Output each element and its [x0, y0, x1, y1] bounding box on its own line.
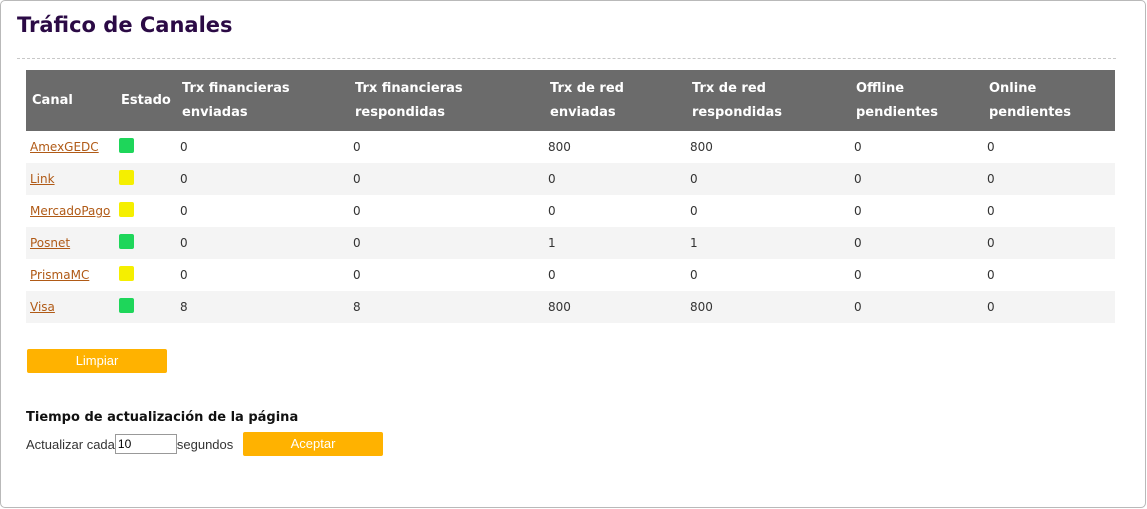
- value-cell: 0: [854, 204, 862, 218]
- status-cell: [115, 163, 176, 195]
- table-row: PrismaMC 0 0 0 0 0 0: [26, 259, 1115, 291]
- status-cell: [115, 291, 176, 323]
- column-header: Online pendientes: [983, 70, 1115, 131]
- value-cell: 0: [353, 268, 361, 282]
- value-cell: 0: [548, 204, 556, 218]
- value-cell: 0: [850, 291, 983, 323]
- value-cell: 0: [690, 204, 698, 218]
- table-row: MercadoPago 0 0 0 0 0 0: [26, 195, 1115, 227]
- column-header: Trx de red respondidas: [686, 70, 850, 131]
- value-cell: 0: [544, 163, 686, 195]
- channel-table: Canal Estado Trx financieras enviadas Trx f…: [26, 70, 1115, 323]
- value-cell: 0: [850, 227, 983, 259]
- channel-link[interactable]: Visa: [30, 300, 55, 314]
- table-row: Visa 8 8 800 800 0 0: [26, 291, 1115, 323]
- clear-button[interactable]: Limpiar: [27, 349, 167, 373]
- table-row: Posnet 0 0 1 1 0 0: [26, 227, 1115, 259]
- status-cell: [115, 259, 176, 291]
- value-cell: 0: [353, 140, 361, 154]
- column-header: Trx financieras enviadas: [176, 70, 349, 131]
- value-cell: 0: [176, 163, 349, 195]
- status-indicator: [119, 298, 134, 313]
- table-row: AmexGEDC 0 0 800 800 0 0: [26, 131, 1115, 163]
- status-indicator: [119, 202, 134, 217]
- status-cell: [115, 131, 176, 163]
- value-cell: 800: [548, 140, 571, 154]
- value-cell: 0: [548, 268, 556, 282]
- value-cell: 0: [983, 163, 1115, 195]
- value-cell: 0: [349, 163, 544, 195]
- channel-cell: Posnet: [26, 227, 115, 259]
- column-header-text: Trx de red enviadas: [550, 80, 624, 120]
- refresh-unit: segundos: [176, 436, 234, 452]
- value-cell: 0: [353, 204, 361, 218]
- channel-cell: AmexGEDC: [26, 131, 115, 163]
- status-cell: [115, 195, 176, 227]
- column-header-text: Trx financieras respondidas: [355, 80, 463, 120]
- status-indicator: [119, 170, 134, 185]
- value-cell: 8: [349, 291, 544, 323]
- page-title: Tráfico de Canales: [17, 13, 233, 37]
- accept-button[interactable]: Aceptar: [243, 432, 383, 456]
- status-cell: [115, 227, 176, 259]
- value-cell: 0: [850, 163, 983, 195]
- value-cell: 0: [686, 163, 850, 195]
- value-cell: 0: [690, 268, 698, 282]
- column-header-text: Online pendientes: [989, 80, 1071, 120]
- channel-cell: Link: [26, 163, 115, 195]
- channel-link[interactable]: Posnet: [30, 236, 71, 250]
- channel-link[interactable]: Link: [30, 172, 55, 186]
- value-cell: 0: [854, 268, 862, 282]
- column-header: Trx financieras respondidas: [349, 70, 544, 131]
- value-cell: 0: [349, 227, 544, 259]
- status-indicator: [119, 138, 134, 153]
- column-header-text: Canal: [32, 92, 73, 108]
- value-cell: 0: [180, 268, 188, 282]
- channel-link[interactable]: AmexGEDC: [30, 140, 99, 154]
- refresh-title: Tiempo de actualización de la página: [26, 410, 299, 425]
- column-header: Offline pendientes: [850, 70, 983, 131]
- value-cell: 0: [176, 227, 349, 259]
- separator: [17, 58, 1116, 59]
- channel-cell: Visa: [26, 291, 115, 323]
- column-header-text: Estado: [121, 92, 171, 108]
- column-header-text: Trx financieras enviadas: [182, 80, 290, 120]
- column-header-text: Trx de red respondidas: [692, 80, 783, 120]
- value-cell: 0: [983, 227, 1115, 259]
- channel-cell: MercadoPago: [26, 195, 115, 227]
- value-cell: 0: [180, 140, 188, 154]
- value-cell: 0: [987, 140, 995, 154]
- channel-link[interactable]: PrismaMC: [30, 268, 90, 282]
- column-header: Canal: [26, 70, 115, 131]
- refresh-input[interactable]: [114, 434, 177, 454]
- channel-link[interactable]: MercadoPago: [30, 204, 111, 218]
- value-cell: 0: [983, 291, 1115, 323]
- channel-cell: PrismaMC: [26, 259, 115, 291]
- value-cell: 0: [180, 204, 188, 218]
- column-header: Estado: [115, 70, 176, 131]
- value-cell: 800: [544, 291, 686, 323]
- refresh-row: Actualizar cada segundos: [26, 433, 233, 455]
- value-cell: 800: [686, 291, 850, 323]
- header-row: Canal Estado Trx financieras enviadas Trx f…: [26, 70, 1115, 131]
- column-header-text: Offline pendientes: [856, 80, 938, 120]
- status-indicator: [119, 266, 134, 281]
- value-cell: 8: [176, 291, 349, 323]
- value-cell: 1: [544, 227, 686, 259]
- table-row: Link 0 0 0 0 0 0: [26, 163, 1115, 195]
- value-cell: 0: [987, 204, 995, 218]
- value-cell: 0: [987, 268, 995, 282]
- refresh-label: Actualizar cada: [26, 436, 115, 452]
- value-cell: 0: [854, 140, 862, 154]
- column-header: Trx de red enviadas: [544, 70, 686, 131]
- value-cell: 800: [690, 140, 713, 154]
- value-cell: 1: [686, 227, 850, 259]
- status-indicator: [119, 234, 134, 249]
